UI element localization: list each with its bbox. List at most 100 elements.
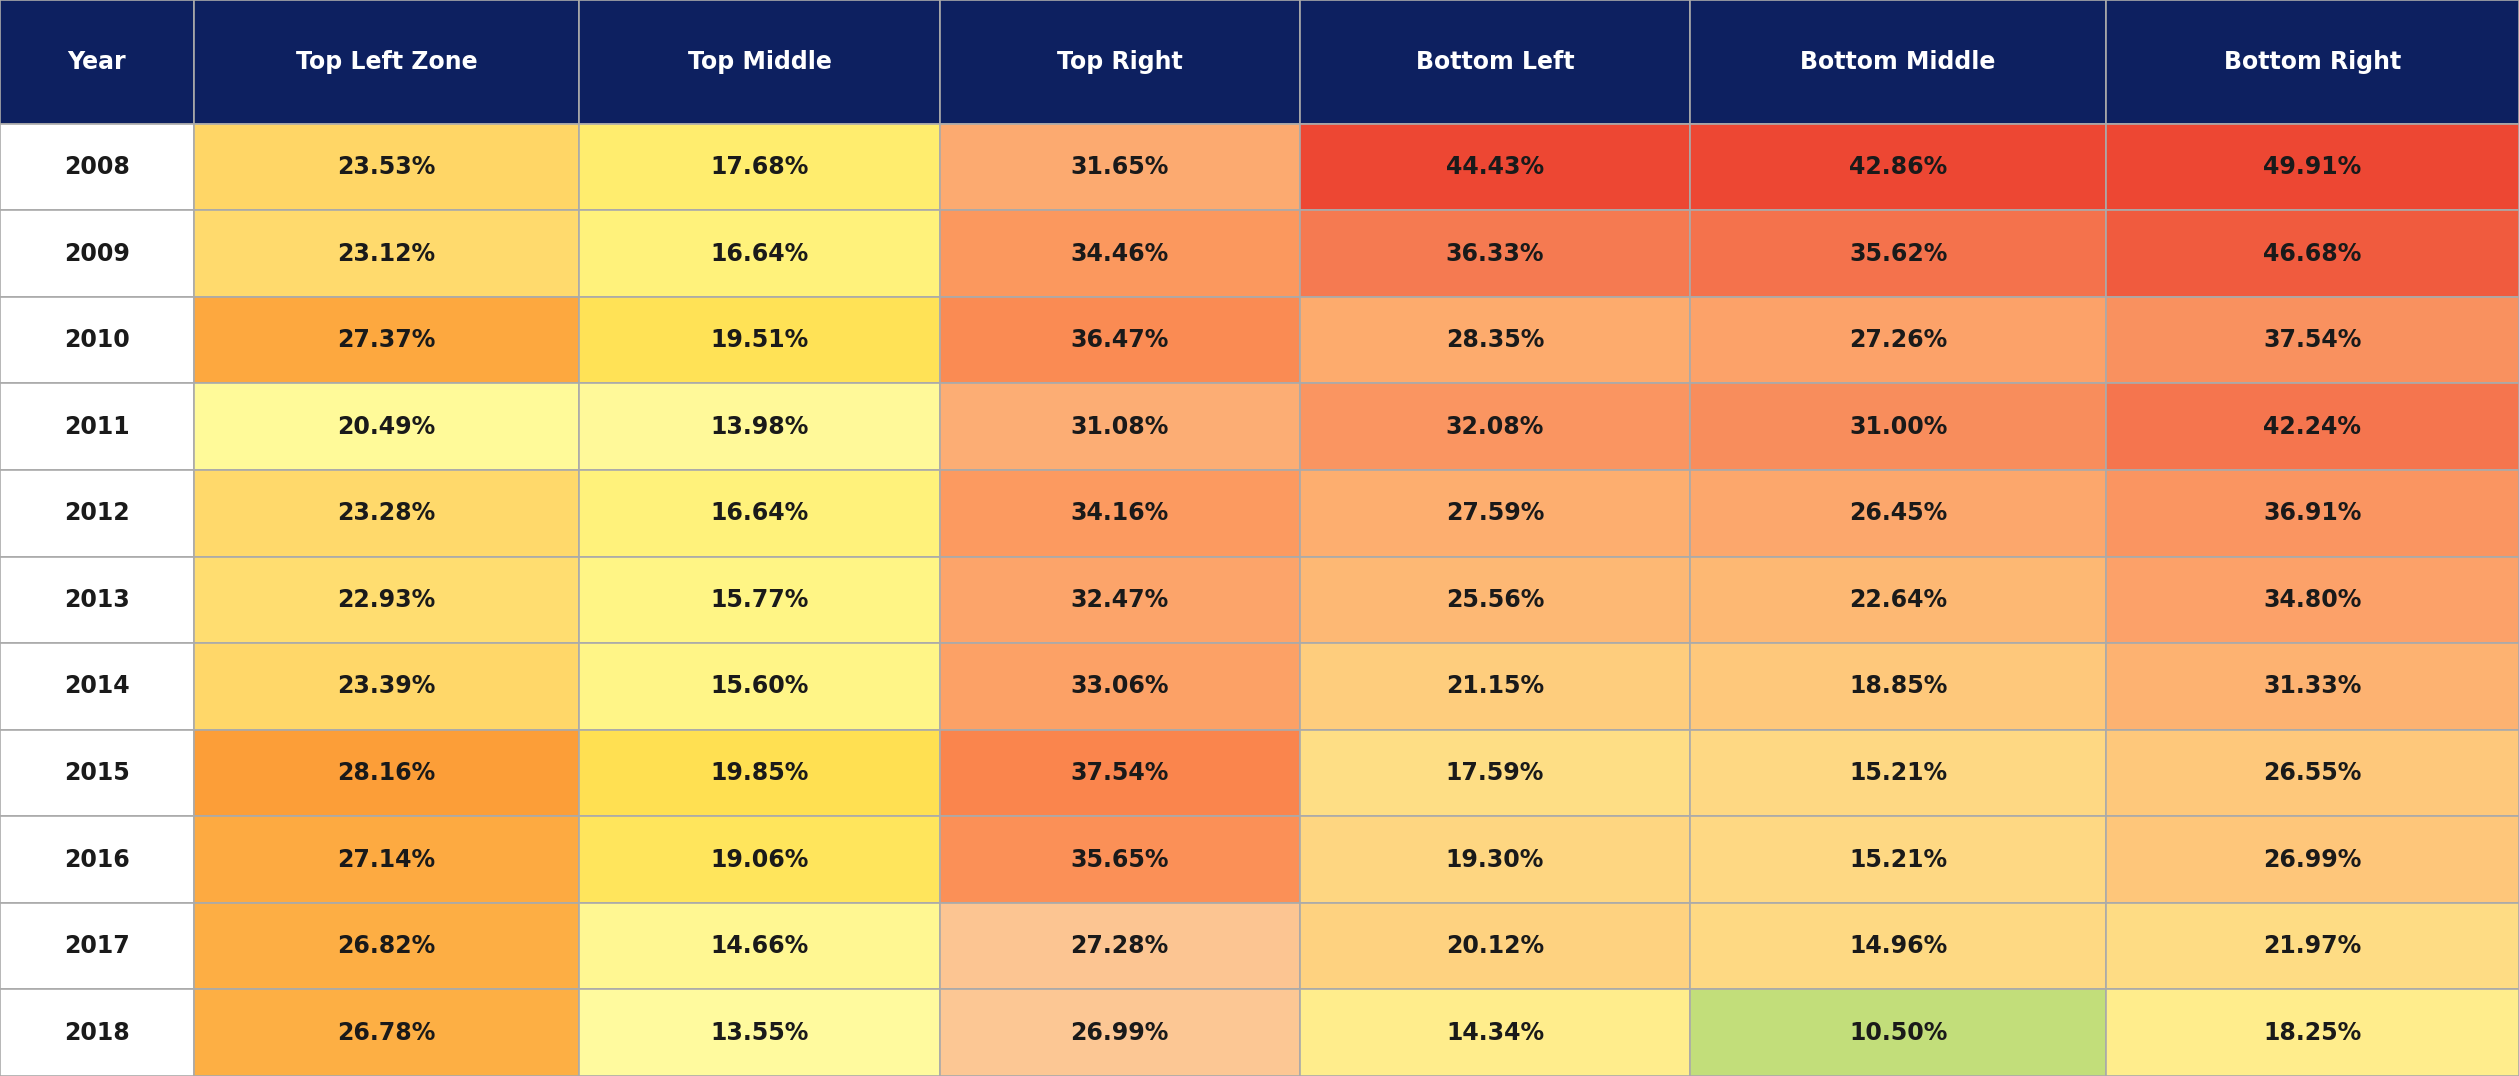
FancyBboxPatch shape xyxy=(0,124,194,210)
Text: 2008: 2008 xyxy=(63,155,131,179)
FancyBboxPatch shape xyxy=(2106,124,2519,210)
Text: 19.51%: 19.51% xyxy=(710,328,809,352)
Text: 28.35%: 28.35% xyxy=(1446,328,1544,352)
FancyBboxPatch shape xyxy=(1690,124,2106,210)
Text: 13.98%: 13.98% xyxy=(710,414,809,439)
FancyBboxPatch shape xyxy=(1300,643,1690,730)
FancyBboxPatch shape xyxy=(0,0,194,124)
FancyBboxPatch shape xyxy=(1300,297,1690,383)
FancyBboxPatch shape xyxy=(1690,297,2106,383)
Text: 27.28%: 27.28% xyxy=(1071,934,1169,958)
FancyBboxPatch shape xyxy=(1300,383,1690,470)
FancyBboxPatch shape xyxy=(940,643,1300,730)
Text: 36.91%: 36.91% xyxy=(2262,501,2363,525)
Text: 46.68%: 46.68% xyxy=(2262,242,2363,266)
FancyBboxPatch shape xyxy=(194,210,579,297)
FancyBboxPatch shape xyxy=(940,990,1300,1076)
Text: 26.99%: 26.99% xyxy=(2262,848,2363,872)
FancyBboxPatch shape xyxy=(2106,903,2519,990)
Text: 32.47%: 32.47% xyxy=(1071,587,1169,612)
FancyBboxPatch shape xyxy=(1690,383,2106,470)
Text: 35.65%: 35.65% xyxy=(1071,848,1169,872)
Text: 2011: 2011 xyxy=(63,414,131,439)
Text: 13.55%: 13.55% xyxy=(710,1021,809,1045)
FancyBboxPatch shape xyxy=(194,297,579,383)
Text: 14.96%: 14.96% xyxy=(1849,934,1947,958)
FancyBboxPatch shape xyxy=(0,730,194,817)
Text: 22.64%: 22.64% xyxy=(1849,587,1947,612)
FancyBboxPatch shape xyxy=(2106,470,2519,556)
FancyBboxPatch shape xyxy=(1690,556,2106,643)
Text: 31.00%: 31.00% xyxy=(1849,414,1947,439)
FancyBboxPatch shape xyxy=(0,990,194,1076)
FancyBboxPatch shape xyxy=(579,990,940,1076)
Text: 26.99%: 26.99% xyxy=(1071,1021,1169,1045)
FancyBboxPatch shape xyxy=(2106,297,2519,383)
FancyBboxPatch shape xyxy=(940,817,1300,903)
Text: Bottom Middle: Bottom Middle xyxy=(1801,49,1995,74)
Text: 31.65%: 31.65% xyxy=(1071,155,1169,179)
FancyBboxPatch shape xyxy=(940,210,1300,297)
Text: 19.06%: 19.06% xyxy=(710,848,809,872)
FancyBboxPatch shape xyxy=(2106,990,2519,1076)
Text: 2010: 2010 xyxy=(63,328,131,352)
FancyBboxPatch shape xyxy=(940,556,1300,643)
Text: Top Right: Top Right xyxy=(1058,49,1181,74)
Text: 20.49%: 20.49% xyxy=(338,414,436,439)
Text: 36.33%: 36.33% xyxy=(1446,242,1544,266)
FancyBboxPatch shape xyxy=(1690,903,2106,990)
FancyBboxPatch shape xyxy=(1300,990,1690,1076)
FancyBboxPatch shape xyxy=(1690,643,2106,730)
Text: 34.46%: 34.46% xyxy=(1071,242,1169,266)
FancyBboxPatch shape xyxy=(0,556,194,643)
FancyBboxPatch shape xyxy=(194,643,579,730)
Text: 37.54%: 37.54% xyxy=(1071,761,1169,785)
FancyBboxPatch shape xyxy=(1690,730,2106,817)
FancyBboxPatch shape xyxy=(194,0,579,124)
Text: 17.68%: 17.68% xyxy=(710,155,809,179)
FancyBboxPatch shape xyxy=(2106,210,2519,297)
FancyBboxPatch shape xyxy=(940,0,1300,124)
Text: 37.54%: 37.54% xyxy=(2262,328,2363,352)
Text: 19.30%: 19.30% xyxy=(1446,848,1544,872)
FancyBboxPatch shape xyxy=(1300,903,1690,990)
Text: Top Left Zone: Top Left Zone xyxy=(295,49,479,74)
FancyBboxPatch shape xyxy=(2106,556,2519,643)
FancyBboxPatch shape xyxy=(0,643,194,730)
Text: 2013: 2013 xyxy=(63,587,131,612)
Text: 16.64%: 16.64% xyxy=(710,242,809,266)
FancyBboxPatch shape xyxy=(0,470,194,556)
Text: 14.34%: 14.34% xyxy=(1446,1021,1544,1045)
Text: 21.97%: 21.97% xyxy=(2262,934,2363,958)
Text: 22.93%: 22.93% xyxy=(338,587,436,612)
Text: Top Middle: Top Middle xyxy=(688,49,831,74)
Text: 23.39%: 23.39% xyxy=(338,675,436,698)
FancyBboxPatch shape xyxy=(579,817,940,903)
Text: 2015: 2015 xyxy=(63,761,131,785)
Text: 31.33%: 31.33% xyxy=(2262,675,2363,698)
FancyBboxPatch shape xyxy=(1690,817,2106,903)
FancyBboxPatch shape xyxy=(579,124,940,210)
FancyBboxPatch shape xyxy=(1690,210,2106,297)
FancyBboxPatch shape xyxy=(0,903,194,990)
FancyBboxPatch shape xyxy=(1300,470,1690,556)
Text: 2009: 2009 xyxy=(63,242,131,266)
Text: 27.26%: 27.26% xyxy=(1849,328,1947,352)
FancyBboxPatch shape xyxy=(940,730,1300,817)
Text: 44.43%: 44.43% xyxy=(1446,155,1544,179)
FancyBboxPatch shape xyxy=(194,990,579,1076)
Text: 17.59%: 17.59% xyxy=(1446,761,1544,785)
FancyBboxPatch shape xyxy=(194,556,579,643)
FancyBboxPatch shape xyxy=(2106,730,2519,817)
Text: 25.56%: 25.56% xyxy=(1446,587,1544,612)
FancyBboxPatch shape xyxy=(579,730,940,817)
Text: 42.86%: 42.86% xyxy=(1849,155,1947,179)
FancyBboxPatch shape xyxy=(1300,210,1690,297)
Text: 27.37%: 27.37% xyxy=(338,328,436,352)
Text: 10.50%: 10.50% xyxy=(1849,1021,1947,1045)
Text: 31.08%: 31.08% xyxy=(1071,414,1169,439)
FancyBboxPatch shape xyxy=(194,817,579,903)
FancyBboxPatch shape xyxy=(579,903,940,990)
FancyBboxPatch shape xyxy=(1300,817,1690,903)
FancyBboxPatch shape xyxy=(579,0,940,124)
